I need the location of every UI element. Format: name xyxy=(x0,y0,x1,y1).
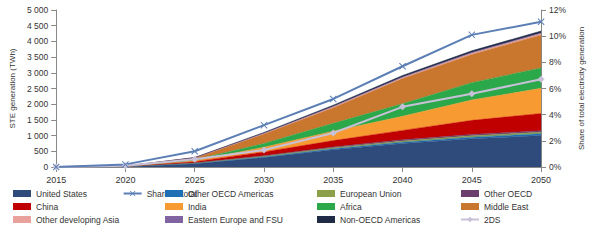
svg-text:Other developing Asia: Other developing Asia xyxy=(36,215,119,225)
svg-text:500: 500 xyxy=(34,146,48,156)
svg-text:4 000: 4 000 xyxy=(27,36,49,46)
svg-text:0%: 0% xyxy=(549,162,562,172)
svg-text:2040: 2040 xyxy=(393,175,413,185)
svg-text:Non-OECD Americas: Non-OECD Americas xyxy=(340,215,420,225)
svg-text:2 500: 2 500 xyxy=(27,84,49,94)
svg-text:12%: 12% xyxy=(549,5,566,15)
svg-text:2025: 2025 xyxy=(185,175,205,185)
svg-text:India: India xyxy=(188,202,207,212)
svg-text:United States: United States xyxy=(36,189,87,199)
svg-text:STE generation (TWh): STE generation (TWh) xyxy=(8,48,17,128)
svg-text:0: 0 xyxy=(43,162,48,172)
svg-text:2030: 2030 xyxy=(254,175,274,185)
svg-text:2015: 2015 xyxy=(46,175,66,185)
svg-text:1 000: 1 000 xyxy=(27,131,49,141)
svg-text:2DS: 2DS xyxy=(484,215,501,225)
svg-text:2045: 2045 xyxy=(462,175,482,185)
svg-text:Share of total: Share of total xyxy=(146,188,198,199)
svg-text:Middle East: Middle East xyxy=(484,202,529,212)
svg-text:3 500: 3 500 xyxy=(27,52,49,62)
svg-text:2%: 2% xyxy=(549,136,562,146)
svg-text:8%: 8% xyxy=(549,57,562,67)
svg-text:Other OECD Americas: Other OECD Americas xyxy=(188,189,274,199)
svg-text:Africa: Africa xyxy=(340,202,362,212)
svg-text:5 000: 5 000 xyxy=(27,5,49,15)
svg-text:2035: 2035 xyxy=(323,175,343,185)
svg-text:6%: 6% xyxy=(549,84,562,94)
svg-text:Other OECD: Other OECD xyxy=(484,189,532,199)
svg-text:4 500: 4 500 xyxy=(27,21,49,31)
svg-text:10%: 10% xyxy=(549,31,566,41)
svg-text:4%: 4% xyxy=(549,110,562,120)
svg-text:2050: 2050 xyxy=(531,175,551,185)
svg-text:European Union: European Union xyxy=(340,189,402,199)
svg-text:2 000: 2 000 xyxy=(27,99,49,109)
svg-text:1 500: 1 500 xyxy=(27,115,49,125)
svg-text:Share of total electricity gen: Share of total electricity generation xyxy=(577,27,586,150)
svg-text:2020: 2020 xyxy=(115,175,135,185)
svg-text:3 000: 3 000 xyxy=(27,68,49,78)
svg-text:China: China xyxy=(36,202,58,212)
svg-text:Eastern Europe and FSU: Eastern Europe and FSU xyxy=(188,215,283,225)
